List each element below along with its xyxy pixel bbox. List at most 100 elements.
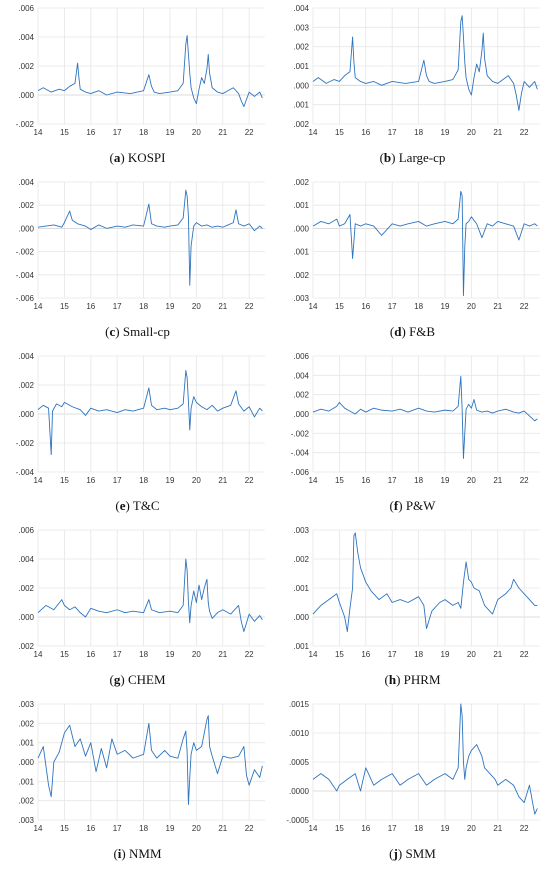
y-tick-label: .002 <box>18 719 34 728</box>
x-tick-label: 14 <box>34 302 43 311</box>
y-tick-label: .003 <box>293 526 309 535</box>
x-tick-label: 22 <box>520 128 529 137</box>
x-tick-label: 17 <box>113 824 122 833</box>
y-tick-label: .002 <box>293 271 309 280</box>
y-tick-label: .004 <box>18 555 34 564</box>
caption-letter: i <box>117 846 122 861</box>
x-tick-label: 14 <box>34 824 43 833</box>
y-tick-label: -.002 <box>16 120 35 129</box>
y-tick-label: .0015 <box>289 700 310 709</box>
caption-name: F&B <box>409 324 436 339</box>
x-tick-label: 18 <box>414 650 423 659</box>
series-line <box>312 532 538 632</box>
series-line <box>37 189 263 286</box>
x-tick-label: 15 <box>335 824 344 833</box>
x-tick-label: 16 <box>86 650 95 659</box>
x-tick-label: 14 <box>34 476 43 485</box>
chart-caption: (c) Small-cp <box>105 324 170 339</box>
x-tick-label: 17 <box>388 476 397 485</box>
caption-name: PHRM <box>403 672 441 687</box>
x-tick-label: 15 <box>60 476 69 485</box>
chart-panel-g: .006.004.002.000.002 14 15 16 17 18 19 20 21 22 (g… <box>0 522 275 696</box>
x-tick-label: 18 <box>139 302 148 311</box>
y-tick-label: .004 <box>18 33 34 42</box>
y-tick-label: -.004 <box>16 271 35 280</box>
x-tick-label: 21 <box>493 128 502 137</box>
chart-panel-j: .0015 .0010 .0005 .0000 -.0005 14 15 16 17 18 19 20… <box>275 696 550 870</box>
x-tick-label: 19 <box>441 476 450 485</box>
y-tick-label: .001 <box>18 739 34 748</box>
x-tick-label: 21 <box>493 824 502 833</box>
y-tick-label: -.006 <box>16 294 35 303</box>
y-tick-label: .000 <box>18 91 34 100</box>
x-tick-label: 21 <box>493 476 502 485</box>
x-tick-label: 20 <box>467 128 476 137</box>
x-tick-label: 14 <box>309 650 318 659</box>
chart-caption: (j) SMM <box>389 846 436 861</box>
x-tick-label: 17 <box>113 476 122 485</box>
chart-panel-i: .003.002.001.000.001.002.003 14 15 16 17 18 19… <box>0 696 275 870</box>
x-tick-label: 20 <box>467 824 476 833</box>
x-tick-label: 19 <box>166 824 175 833</box>
x-tick-label: 15 <box>335 128 344 137</box>
caption-letter: c <box>109 324 116 339</box>
y-tick-label: .004 <box>18 178 34 187</box>
x-tick-label: 20 <box>467 476 476 485</box>
y-tick-label: -.006 <box>291 468 310 477</box>
y-tick-label: .001 <box>18 777 34 786</box>
y-tick-label: -.002 <box>291 429 310 438</box>
x-tick-label: 14 <box>309 476 318 485</box>
y-tick-label: .000 <box>18 613 34 622</box>
x-tick-label: 17 <box>113 302 122 311</box>
x-tick-label: 16 <box>361 650 370 659</box>
y-tick-label: .001 <box>293 201 309 210</box>
y-tick-label: .000 <box>18 410 34 419</box>
x-tick-label: 19 <box>166 650 175 659</box>
x-tick-label: 21 <box>218 824 227 833</box>
x-tick-label: 20 <box>192 650 201 659</box>
chart-caption: (a) KOSPI <box>109 150 166 165</box>
x-tick-label: 15 <box>60 650 69 659</box>
chart-panel-d: .002 .001 .000 .001 .002 .003 14 15 16 17 18 19 20 21… <box>275 174 550 348</box>
x-tick-label: 20 <box>192 476 201 485</box>
x-tick-label: 21 <box>218 476 227 485</box>
x-tick-label: 22 <box>520 476 529 485</box>
y-tick-label: .000 <box>18 758 34 767</box>
y-tick-label: -.0005 <box>286 816 309 825</box>
x-tick-label: 22 <box>520 650 529 659</box>
x-tick-label: 16 <box>86 128 95 137</box>
x-tick-label: 15 <box>60 302 69 311</box>
chart-caption: (b) Large-cp <box>379 150 446 165</box>
y-tick-label: .000 <box>293 224 309 233</box>
x-tick-label: 16 <box>86 302 95 311</box>
x-tick-label: 21 <box>218 650 227 659</box>
chart-caption: (d) F&B <box>389 324 436 339</box>
series-line <box>37 370 263 456</box>
y-tick-label: .0010 <box>289 729 310 738</box>
y-tick-label: .001 <box>293 584 309 593</box>
y-tick-label: .003 <box>18 700 34 709</box>
x-tick-label: 19 <box>166 128 175 137</box>
x-tick-label: 17 <box>388 302 397 311</box>
y-tick-label: .001 <box>293 642 309 651</box>
caption-letter: b <box>383 150 392 165</box>
caption-letter: d <box>394 324 402 339</box>
x-tick-label: 17 <box>388 650 397 659</box>
x-tick-label: 18 <box>139 650 148 659</box>
caption-letter: f <box>393 498 399 513</box>
caption-name: T&C <box>132 498 160 513</box>
x-tick-label: 15 <box>335 476 344 485</box>
chart-caption: (i) NMM <box>113 846 162 861</box>
y-tick-label: -.004 <box>16 468 35 477</box>
y-tick-label: .006 <box>18 4 34 13</box>
y-tick-label: .000 <box>293 81 309 90</box>
x-tick-label: 14 <box>309 824 318 833</box>
series-line <box>37 35 263 108</box>
x-tick-label: 18 <box>139 128 148 137</box>
caption-letter: j <box>393 846 398 861</box>
x-tick-label: 20 <box>467 650 476 659</box>
x-tick-label: 16 <box>361 824 370 833</box>
x-tick-label: 15 <box>335 302 344 311</box>
